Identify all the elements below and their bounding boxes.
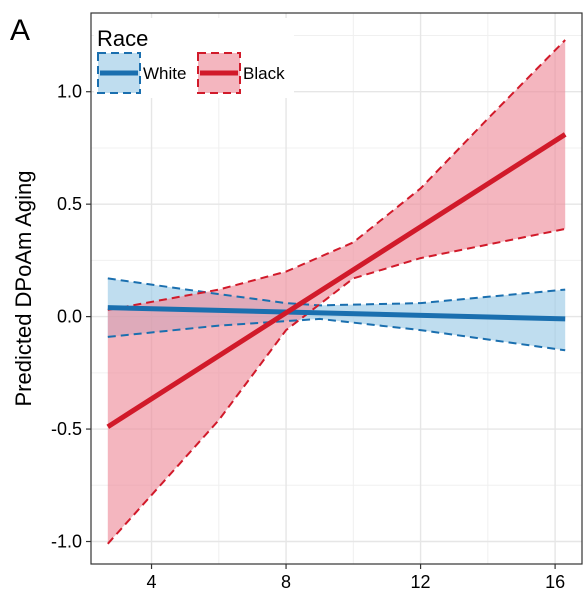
x-tick-label: 16 — [545, 572, 565, 591]
legend: Race White Black — [94, 18, 294, 98]
y-tick-label: -0.5 — [51, 419, 82, 439]
plot-border — [90, 12, 583, 565]
y-tick-label: 0.0 — [57, 307, 82, 327]
y-axis-title: Predicted DPoAm Aging — [11, 170, 36, 406]
x-tick-label: 8 — [281, 572, 291, 591]
axes: 4 8 12 16 -1.0 -0.5 0.0 0.5 1.0 — [51, 82, 565, 591]
x-tick-label: 12 — [411, 572, 431, 591]
y-tick-label: -1.0 — [51, 532, 82, 552]
line-black — [106, 132, 567, 429]
legend-label-black: Black — [243, 64, 285, 83]
panel-label: A — [10, 14, 30, 47]
y-tick-label: 1.0 — [57, 82, 82, 102]
line-white — [107, 305, 566, 322]
x-tick-label: 4 — [147, 572, 157, 591]
band-black — [107, 40, 566, 544]
lower-bound-white — [107, 317, 566, 352]
y-tick-label: 0.5 — [57, 194, 82, 214]
series-lines — [106, 132, 567, 429]
legend-label-white: White — [143, 64, 186, 83]
legend-title: Race — [97, 26, 148, 51]
